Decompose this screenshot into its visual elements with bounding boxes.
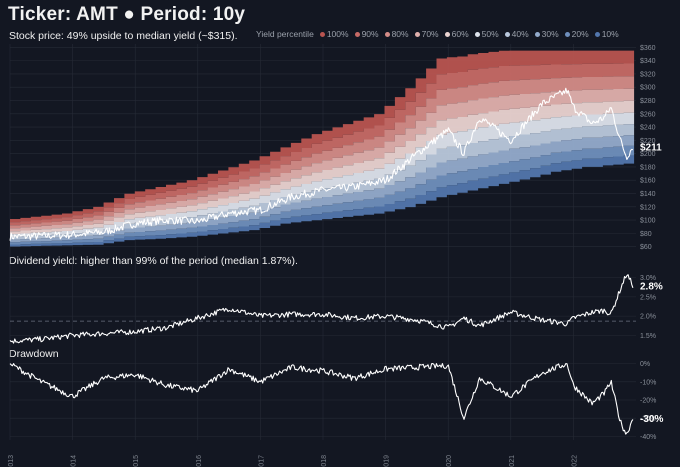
y-tick-label: $140: [640, 191, 656, 198]
percentile-band: [10, 50, 635, 224]
legend-label: 20%: [571, 29, 589, 39]
legend-label: 100%: [326, 29, 349, 39]
legend-item: 30%: [534, 29, 559, 39]
legend-label: 30%: [541, 29, 559, 39]
percentile-band: [10, 100, 635, 235]
legend-swatch: [594, 31, 600, 37]
legend-label: 70%: [421, 29, 439, 39]
legend-label: 50%: [481, 29, 499, 39]
legend-label: 40%: [511, 29, 529, 39]
legend-item: 50%: [474, 29, 499, 39]
legend-label: 10%: [601, 29, 619, 39]
legend-swatch: [414, 31, 420, 37]
y-tick-label: 0%: [640, 361, 650, 368]
y-tick-label: $300: [640, 85, 656, 92]
x-tick-label: 2015: [133, 455, 140, 467]
y-tick-label: $200: [640, 151, 656, 158]
y-tick-label: 3.0%: [640, 275, 656, 282]
price-subtitle: Stock price: 49% upside to median yield …: [9, 30, 238, 42]
yield-series-line: [9, 274, 634, 344]
x-tick-label: 2017: [258, 455, 265, 467]
y-tick-label: $260: [640, 111, 656, 118]
last-value-label: 2.8%: [640, 281, 663, 292]
y-tick-label: $60: [640, 244, 652, 251]
x-tick-label: 2021: [509, 455, 516, 467]
percentile-band: [10, 155, 635, 247]
last-value-label: -30%: [640, 414, 663, 425]
legend-label: 60%: [451, 29, 469, 39]
legend-swatch: [354, 31, 360, 37]
legend-item: 60%: [444, 29, 469, 39]
legend-swatch: [504, 31, 510, 37]
legend-swatch: [384, 31, 390, 37]
legend-swatch: [474, 31, 480, 37]
percentile-band: [10, 63, 635, 227]
x-tick-label: 2020: [446, 455, 453, 467]
x-tick-label: 2013: [8, 455, 15, 467]
legend-label: 90%: [361, 29, 379, 39]
legend-item: 100%: [319, 29, 349, 39]
x-tick-label: 2014: [71, 455, 78, 467]
legend-swatch: [564, 31, 570, 37]
legend-item: 40%: [504, 29, 529, 39]
percentile-band: [10, 145, 635, 245]
y-tick-label: -30%: [640, 416, 656, 423]
percentile-band: [10, 112, 635, 238]
x-tick-label: 2022: [571, 455, 578, 467]
last-value-label: $211: [640, 142, 662, 153]
percentile-band: [10, 135, 635, 243]
x-tick-label: 2019: [384, 455, 391, 467]
y-tick-label: -40%: [640, 434, 656, 441]
legend-item: 70%: [414, 29, 439, 39]
y-tick-label: 2.5%: [640, 294, 656, 301]
y-tick-label: $320: [640, 71, 656, 78]
y-tick-label: $160: [640, 178, 656, 185]
percentile-band: [10, 124, 635, 240]
drawdown-subtitle: Drawdown: [9, 348, 59, 360]
price-series-line: [9, 87, 633, 241]
y-tick-label: $280: [640, 98, 656, 105]
y-tick-label: 2.0%: [640, 314, 656, 321]
chart-title: Ticker: AMT ● Period: 10y: [8, 4, 246, 25]
legend-item: 80%: [384, 29, 409, 39]
x-tick-label: 2016: [196, 455, 203, 467]
y-tick-label: $120: [640, 204, 656, 211]
y-tick-label: $360: [640, 45, 656, 52]
y-tick-label: -10%: [640, 379, 656, 386]
legend-swatch: [534, 31, 540, 37]
legend-item: 10%: [594, 29, 619, 39]
y-tick-label: $180: [640, 164, 656, 171]
yield-subtitle: Dividend yield: higher than 99% of the p…: [9, 255, 298, 267]
legend-item: 20%: [564, 29, 589, 39]
x-tick-label: 2018: [321, 455, 328, 467]
y-tick-label: $80: [640, 231, 652, 238]
legend-title: Yield percentile: [256, 29, 314, 39]
y-tick-label: -20%: [640, 398, 656, 405]
legend-label: 80%: [391, 29, 409, 39]
y-tick-label: $220: [640, 138, 656, 145]
drawdown-series-line: [9, 363, 634, 435]
legend-swatch: [319, 31, 325, 37]
legend-item: 90%: [354, 29, 379, 39]
yield-percentile-legend: Yield percentile 100% 90% 80% 70% 60% 50% 40% 3…: [256, 29, 619, 39]
y-tick-label: $340: [640, 58, 656, 65]
y-tick-label: $240: [640, 125, 656, 132]
legend-swatch: [444, 31, 450, 37]
y-tick-label: $100: [640, 218, 656, 225]
y-tick-label: 1.5%: [640, 333, 656, 340]
